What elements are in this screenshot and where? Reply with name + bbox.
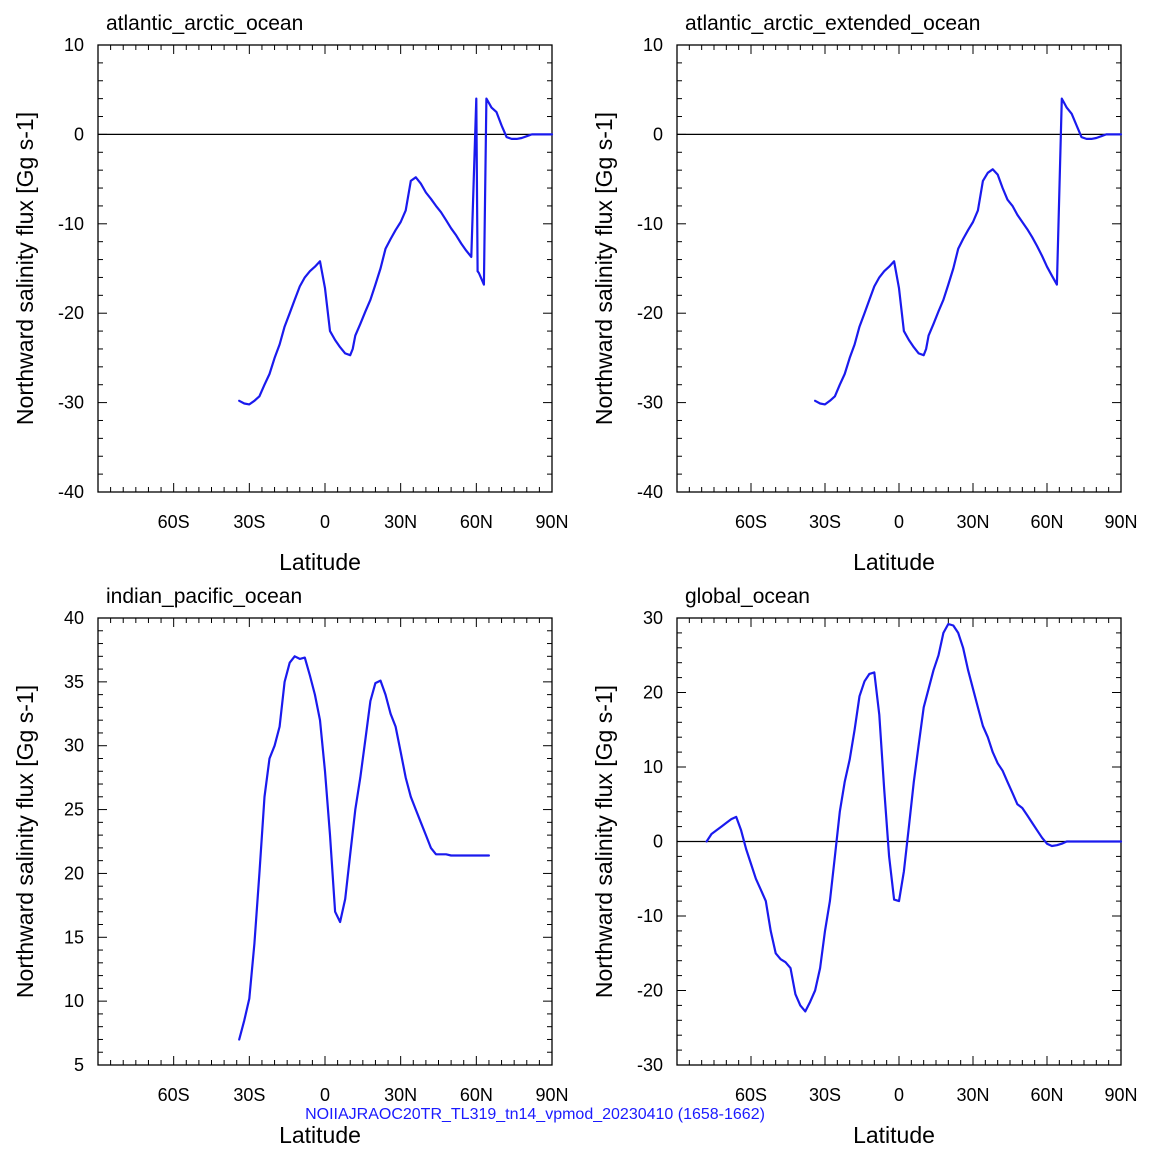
x-tick-label: 0 (894, 1085, 904, 1105)
y-tick-label: 25 (64, 800, 84, 820)
x-tick-label: 60N (460, 1085, 493, 1105)
y-tick-label: 5 (74, 1055, 84, 1075)
y-tick-label: 0 (653, 124, 663, 144)
y-tick-label: 20 (64, 863, 84, 883)
footer-run-label: NOIIAJRAOC20TR_TL319_tn14_vpmod_20230410… (305, 1106, 765, 1123)
x-tick-label: 60S (158, 512, 190, 532)
x-tick-label: 90N (1104, 1085, 1137, 1105)
y-tick-label: -20 (637, 303, 663, 323)
y-axis-label: Northward salinity flux [Gg s-1] (12, 685, 38, 998)
x-tick-label: 0 (894, 512, 904, 532)
y-axis-label: Northward salinity flux [Gg s-1] (591, 685, 617, 998)
y-tick-label: -30 (58, 393, 84, 413)
x-tick-label: 30S (809, 1085, 841, 1105)
y-tick-label: -30 (637, 393, 663, 413)
y-tick-label: -30 (637, 1055, 663, 1075)
panel-title: global_ocean (685, 585, 810, 608)
x-axis-label: Latitude (853, 1122, 935, 1148)
x-tick-label: 90N (535, 512, 568, 532)
y-tick-label: -10 (637, 214, 663, 234)
chart-panel-2: atlantic_arctic_extended_ocean 60S 30S 0 30N… (591, 12, 1138, 575)
x-axis-label: Latitude (853, 549, 935, 575)
x-tick-label: 30N (956, 1085, 989, 1105)
x-tick-label: 30N (956, 512, 989, 532)
x-tick-label: 60S (735, 1085, 767, 1105)
panel-title: indian_pacific_ocean (106, 585, 302, 608)
y-tick-label: 10 (643, 35, 663, 55)
y-tick-label: 0 (653, 832, 663, 852)
series-line (814, 97, 1123, 406)
y-tick-label: -10 (637, 906, 663, 926)
x-axis-label: Latitude (279, 1122, 361, 1148)
y-tick-label: 40 (64, 608, 84, 628)
series-line (705, 622, 1123, 1013)
y-tick-label: 15 (64, 927, 84, 947)
x-tick-label: 30N (384, 1085, 417, 1105)
y-tick-label: -10 (58, 214, 84, 234)
x-tick-label: 30S (233, 1085, 265, 1105)
y-tick-label: -20 (58, 303, 84, 323)
y-tick-label: 10 (64, 991, 84, 1011)
x-tick-label: 60S (735, 512, 767, 532)
panel-title: atlantic_arctic_extended_ocean (685, 12, 980, 35)
y-tick-label: 30 (64, 736, 84, 756)
x-tick-label: 60N (1030, 512, 1063, 532)
x-tick-label: 30S (233, 512, 265, 532)
x-tick-label: 60N (460, 512, 493, 532)
panels-group: atlantic_arctic_ocean 60S 30S 0 30N 60N 90N -40… (12, 12, 1138, 1148)
chart-panel-1: atlantic_arctic_ocean 60S 30S 0 30N 60N 90N -40… (12, 12, 569, 575)
series-line (238, 97, 554, 406)
series-line (238, 655, 490, 1041)
x-tick-label: 90N (535, 1085, 568, 1105)
x-tick-label: 0 (320, 512, 330, 532)
y-tick-label: 10 (643, 757, 663, 777)
y-tick-label: -20 (637, 981, 663, 1001)
panel-title: atlantic_arctic_ocean (106, 12, 303, 35)
y-tick-label: 30 (643, 608, 663, 628)
x-axis-label: Latitude (279, 549, 361, 575)
x-tick-label: 30N (384, 512, 417, 532)
chart-panel-4: global_ocean 60S 30S 0 30N 60N 90N -30 -20 -10 0 10… (591, 585, 1138, 1148)
y-tick-label: 20 (643, 683, 663, 703)
chart-panel-3: indian_pacific_ocean 60S 30S 0 30N 60N 90N 5 10 1… (12, 585, 569, 1148)
x-tick-label: 60N (1030, 1085, 1063, 1105)
y-tick-label: 35 (64, 672, 84, 692)
x-tick-label: 0 (320, 1085, 330, 1105)
y-tick-label: -40 (58, 482, 84, 502)
y-axis-label: Northward salinity flux [Gg s-1] (591, 112, 617, 425)
y-tick-label: -40 (637, 482, 663, 502)
x-tick-label: 30S (809, 512, 841, 532)
y-axis-label: Northward salinity flux [Gg s-1] (12, 112, 38, 425)
x-tick-label: 60S (158, 1085, 190, 1105)
y-tick-label: 0 (74, 124, 84, 144)
y-tick-label: 10 (64, 35, 84, 55)
x-tick-label: 90N (1104, 512, 1137, 532)
